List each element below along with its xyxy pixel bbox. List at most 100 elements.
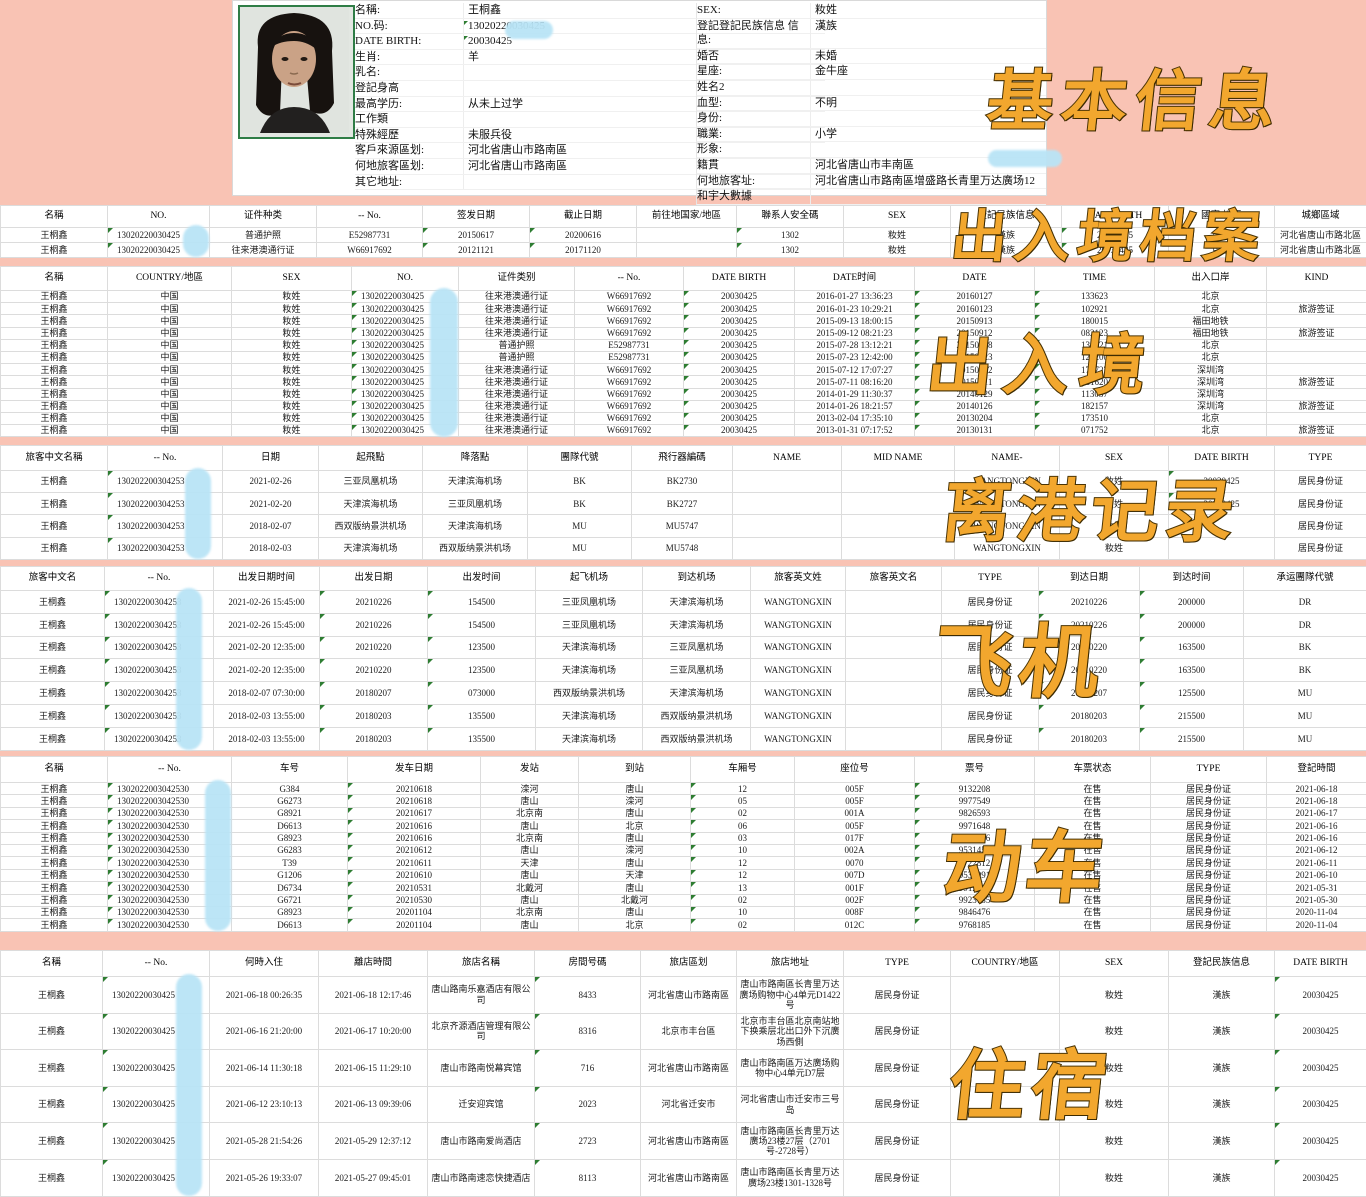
table-cell[interactable]: 三亚凤凰机场 (319, 471, 423, 493)
table-cell[interactable]: 002A (795, 844, 915, 856)
table-cell[interactable]: 居民身份证 (844, 1050, 951, 1087)
table-cell[interactable]: 三亚凤凰机场 (423, 493, 528, 515)
column-header[interactable]: 起飞机场 (536, 567, 643, 591)
table-cell[interactable]: 06 (691, 820, 795, 832)
table-cell[interactable]: 002F (795, 894, 915, 906)
table-cell[interactable]: 王桐鑫 (1, 977, 103, 1014)
column-header[interactable]: 车票状态 (1035, 757, 1151, 783)
table-cell[interactable] (846, 704, 942, 727)
table-cell[interactable]: 河北省唐山市迁安市三号岛 (737, 1086, 844, 1123)
table-cell[interactable]: 深圳湾 (1155, 376, 1267, 388)
table-cell[interactable]: 中国 (108, 376, 232, 388)
table-cell[interactable]: 唐山 (481, 919, 579, 931)
table-cell[interactable]: 2021-06-17 10:20:00 (319, 1013, 428, 1050)
table-cell[interactable]: 2021-06-12 (1267, 844, 1366, 856)
table-cell[interactable]: 天津 (579, 869, 691, 881)
table-cell[interactable]: 12 (691, 783, 795, 795)
table-cell[interactable]: 西双版纳景洪机场 (643, 704, 751, 727)
table-cell[interactable]: 2021-05-27 09:45:01 (319, 1159, 428, 1196)
table-cell[interactable]: 王桐鑫 (1, 425, 108, 437)
table-cell[interactable]: 北京 (1155, 351, 1267, 363)
table-cell[interactable]: 王桐鑫 (1, 795, 108, 807)
table-cell[interactable]: 天津滨海机场 (423, 471, 528, 493)
table-cell[interactable] (842, 493, 955, 515)
column-header[interactable]: DATE BIRTH (684, 267, 795, 291)
table-cell[interactable]: 125500 (1140, 682, 1244, 705)
table-cell[interactable]: G6273 (232, 795, 348, 807)
column-header[interactable]: SEX (844, 206, 951, 228)
table-cell[interactable] (846, 613, 942, 636)
table-cell[interactable]: 2021-06-12 23:10:13 (210, 1086, 319, 1123)
table-cell[interactable]: 215500 (1140, 704, 1244, 727)
table-cell[interactable]: 河北省唐山市路南區 (641, 1050, 737, 1087)
table-cell[interactable]: 往来港澳通行证 (459, 400, 575, 412)
table-cell[interactable]: 旅游签证 (1267, 303, 1366, 315)
table-cell[interactable]: G1206 (232, 869, 348, 881)
table-cell[interactable] (846, 636, 942, 659)
table-cell[interactable]: 天津滨海机场 (536, 727, 643, 750)
table-cell[interactable]: 籹姓 (232, 425, 352, 437)
table-cell[interactable]: 河北省唐山市路南區 (641, 977, 737, 1014)
table-cell[interactable]: 8316 (535, 1013, 641, 1050)
table-cell[interactable]: MU5747 (632, 515, 733, 537)
table-cell[interactable]: D6613 (232, 820, 348, 832)
table-cell[interactable]: 三亚凤凰机场 (643, 659, 751, 682)
table-cell[interactable]: 王桐鑫 (1, 327, 108, 339)
table-cell[interactable]: 滦河 (579, 795, 691, 807)
table-cell[interactable]: 王桐鑫 (1, 894, 108, 906)
table-cell[interactable]: 西双版纳景洪机场 (423, 537, 528, 559)
table-cell[interactable]: G8921 (232, 807, 348, 819)
table-cell[interactable]: 籹姓 (232, 315, 352, 327)
table-cell[interactable]: 135500 (428, 727, 536, 750)
table-cell[interactable]: 居民身份证 (1275, 515, 1366, 537)
table-cell[interactable] (1267, 339, 1366, 351)
table-cell[interactable]: 001F (795, 882, 915, 894)
column-header[interactable]: 降落點 (423, 446, 528, 471)
table-cell[interactable]: 20210220 (320, 636, 428, 659)
table-cell[interactable]: D6734 (232, 882, 348, 894)
table-cell[interactable]: 居民身份证 (1151, 807, 1267, 819)
column-header[interactable]: -- No. (575, 267, 684, 291)
column-header[interactable]: DATE BIRTH (1275, 951, 1366, 977)
table-cell[interactable]: 王桐鑫 (1, 291, 108, 303)
table-cell[interactable]: 716 (535, 1050, 641, 1087)
table-cell[interactable]: BK (528, 493, 632, 515)
table-cell[interactable]: 2021-06-11 (1267, 857, 1366, 869)
table-cell[interactable]: 2021-05-29 12:37:12 (319, 1123, 428, 1160)
column-header[interactable]: 名稱 (1, 951, 103, 977)
table-cell[interactable]: 20030425 (684, 291, 795, 303)
table-cell[interactable] (1267, 315, 1366, 327)
table-cell[interactable]: BK2730 (632, 471, 733, 493)
table-cell[interactable]: 王桐鑫 (1, 243, 108, 258)
table-cell[interactable]: 唐山 (579, 832, 691, 844)
column-header[interactable]: 到达时间 (1140, 567, 1244, 591)
table-cell[interactable]: 2021-05-30 (1267, 894, 1366, 906)
column-header[interactable]: 到达机场 (643, 567, 751, 591)
table-cell[interactable]: WANGTONGXIN (751, 613, 846, 636)
table-cell[interactable]: 20201104 (348, 919, 481, 931)
table-cell[interactable] (733, 493, 842, 515)
table-cell[interactable]: 籹姓 (1060, 977, 1169, 1014)
table-cell[interactable]: 往来港澳通行证 (459, 291, 575, 303)
column-header[interactable]: 到站 (579, 757, 691, 783)
table-cell[interactable] (846, 727, 942, 750)
table-cell[interactable]: 2021-06-14 11:30:18 (210, 1050, 319, 1087)
table-cell[interactable]: 往来港澳通行证 (459, 364, 575, 376)
column-header[interactable]: 发车日期 (348, 757, 481, 783)
table-cell[interactable]: 133623 (1035, 291, 1155, 303)
table-cell[interactable]: 2018-02-03 13:55:00 (214, 704, 320, 727)
table-cell[interactable]: 天津滨海机场 (643, 591, 751, 614)
table-cell[interactable] (846, 591, 942, 614)
table-cell[interactable]: 北京 (579, 919, 691, 931)
table-cell[interactable]: 北戴河 (481, 882, 579, 894)
column-header[interactable]: 登記民族信息 (1169, 951, 1275, 977)
table-cell[interactable]: 2015-07-12 17:07:27 (795, 364, 915, 376)
table-cell[interactable]: 2016-01-23 10:29:21 (795, 303, 915, 315)
table-cell[interactable]: 唐山 (579, 807, 691, 819)
column-header[interactable]: 旅客英文姓 (751, 567, 846, 591)
table-cell[interactable]: 籹姓 (232, 351, 352, 363)
table-cell[interactable]: 20030425 (684, 412, 795, 424)
table-cell[interactable]: 天津滨海机场 (643, 682, 751, 705)
table-cell[interactable]: 王桐鑫 (1, 832, 108, 844)
table-cell[interactable]: 籹姓 (232, 412, 352, 424)
